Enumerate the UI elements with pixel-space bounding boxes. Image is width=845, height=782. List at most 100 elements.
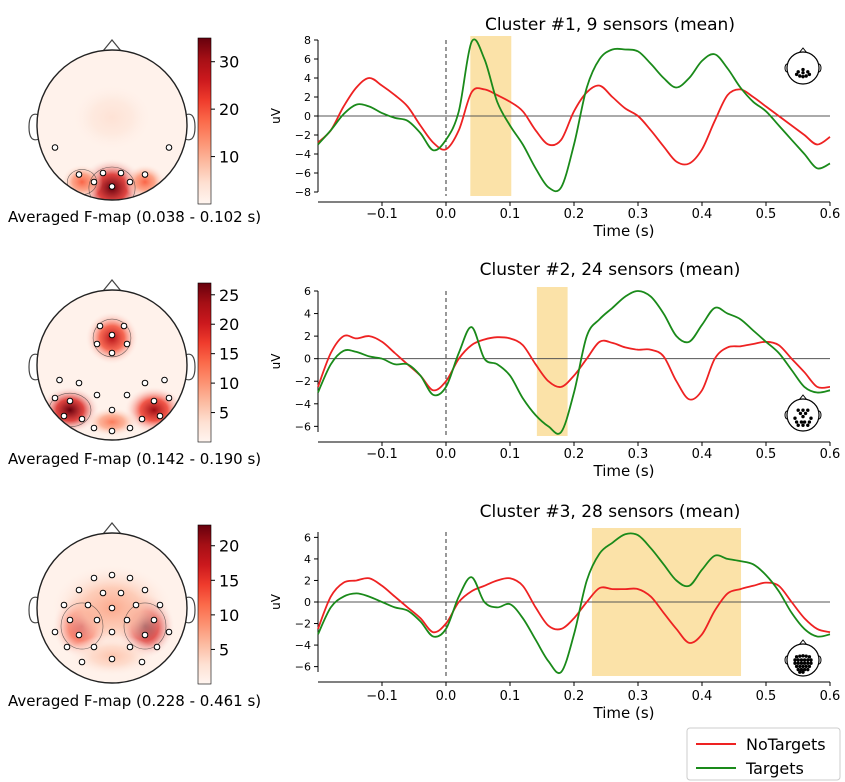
chart-title: Cluster #2, 24 sensors (mean) <box>480 260 741 280</box>
topomap-sensor <box>141 586 149 594</box>
colorbar-tick-label: 10 <box>219 148 239 167</box>
y-tick-label: 2 <box>304 574 311 587</box>
x-tick-label: 0.0 <box>436 447 457 462</box>
y-axis-label: uV <box>269 593 283 610</box>
y-tick-label: 4 <box>304 72 311 85</box>
topomap-sensor <box>60 412 68 420</box>
topomap-sensor <box>156 412 164 420</box>
y-tick-label: 2 <box>304 91 311 104</box>
topomap-sensor <box>153 643 161 651</box>
topomap-sensor <box>108 349 116 357</box>
inset-sensor <box>806 408 810 412</box>
colorbar: 5 10 15 20 <box>197 524 239 685</box>
inset-sensor <box>793 416 797 420</box>
inset-sensor <box>804 664 808 669</box>
inset-sensor <box>806 658 810 662</box>
y-tick-label: 0 <box>304 110 311 123</box>
topomap-head-outline <box>36 532 188 684</box>
topomap-sensor <box>141 631 149 639</box>
x-tick-label: 0.1 <box>500 447 521 462</box>
topomap-sensor <box>126 574 134 582</box>
topomap-nose <box>102 39 122 52</box>
y-tick-label: −2 <box>295 375 311 388</box>
topomap-contour <box>88 166 136 200</box>
x-axis-label: Time (s) <box>593 222 655 240</box>
y-tick-label: −4 <box>295 148 311 161</box>
inset-sensor <box>794 72 799 77</box>
x-tick-label: 0.5 <box>756 447 777 462</box>
topomap-sensor <box>126 643 134 651</box>
topomap-activation <box>67 80 157 155</box>
topomap-field <box>37 50 187 200</box>
inset-sensor <box>796 408 800 412</box>
topomap-sensor <box>165 628 173 636</box>
y-tick-label: −6 <box>295 167 311 180</box>
inset-sensor <box>801 423 805 427</box>
x-tick-label: 0.1 <box>500 689 521 704</box>
x-tick-label: 0.2 <box>564 207 585 222</box>
topomap-sensor <box>90 574 98 582</box>
inset-sensor <box>801 664 805 669</box>
topomap-label: Averaged F-map (0.038 - 0.102 s) <box>8 208 261 226</box>
x-tick-label: 0.3 <box>628 447 649 462</box>
series-line-targets <box>317 38 831 193</box>
y-tick-label: 0 <box>304 596 311 609</box>
topomap-ear-right <box>184 113 196 141</box>
inset-sensor <box>798 664 802 669</box>
topomap-sensor <box>90 178 98 186</box>
colorbar-tick-label: 20 <box>219 537 239 556</box>
inset-sensor <box>798 411 803 416</box>
topomap-head-outline <box>36 289 188 441</box>
y-axis-label: uV <box>269 107 283 124</box>
colorbar-scale <box>197 37 212 205</box>
topomap-sensor <box>132 601 140 609</box>
legend: NoTargets Targets <box>686 727 841 781</box>
topomap-sensor <box>138 415 146 423</box>
inset-sensor <box>807 420 812 424</box>
chart-title: Cluster #3, 28 sensors (mean) <box>480 502 741 522</box>
inset-sensor <box>801 414 805 419</box>
topomap-sensor <box>66 616 74 624</box>
topomap-sensor <box>123 391 131 399</box>
topomap-sensor <box>51 394 59 402</box>
series-line-notargets <box>317 334 831 401</box>
series-line-notargets <box>317 77 831 166</box>
topomap-sensor <box>75 631 83 639</box>
colorbar-scale <box>197 282 212 443</box>
colorbar: 10 20 30 <box>197 37 239 205</box>
x-tick-label: −0.1 <box>366 207 398 222</box>
topomap-sensor <box>108 183 116 190</box>
topomap-sensor <box>99 589 107 597</box>
topomap-sensor <box>93 391 101 399</box>
x-tick-label: 0.6 <box>820 207 841 222</box>
topomap-sensor <box>117 589 125 597</box>
inset-sensor <box>809 416 813 420</box>
y-tick-label: −6 <box>295 420 311 433</box>
topomap-contour <box>92 318 132 358</box>
x-tick-label: −0.1 <box>366 689 398 704</box>
inset-sensor <box>796 661 800 665</box>
y-tick-label: 0 <box>304 353 311 366</box>
topomap-sensor <box>120 322 128 330</box>
y-tick-label: −6 <box>295 661 311 674</box>
inset-sensor <box>806 661 810 665</box>
x-tick-label: 0.3 <box>628 689 649 704</box>
topomap-sensor <box>63 643 71 651</box>
inset-sensor <box>806 423 810 427</box>
inset-sensor <box>807 72 812 77</box>
inset-sensor <box>807 655 812 659</box>
inset-sensor <box>802 667 807 672</box>
x-tick-label: 0.6 <box>820 689 841 704</box>
colorbar-scale <box>197 524 212 685</box>
colorbar-tick-label: 10 <box>219 374 239 393</box>
inset-sensor <box>801 67 805 72</box>
x-tick-label: 0.1 <box>500 207 521 222</box>
topomap-sensor <box>123 340 131 348</box>
topomap-ear-left <box>28 113 40 141</box>
x-tick-label: 0.3 <box>628 207 649 222</box>
x-tick-label: 0.4 <box>692 207 713 222</box>
topomap-sensor <box>165 394 173 402</box>
series-line-notargets <box>317 577 831 644</box>
x-tick-label: 0.0 <box>436 689 457 704</box>
